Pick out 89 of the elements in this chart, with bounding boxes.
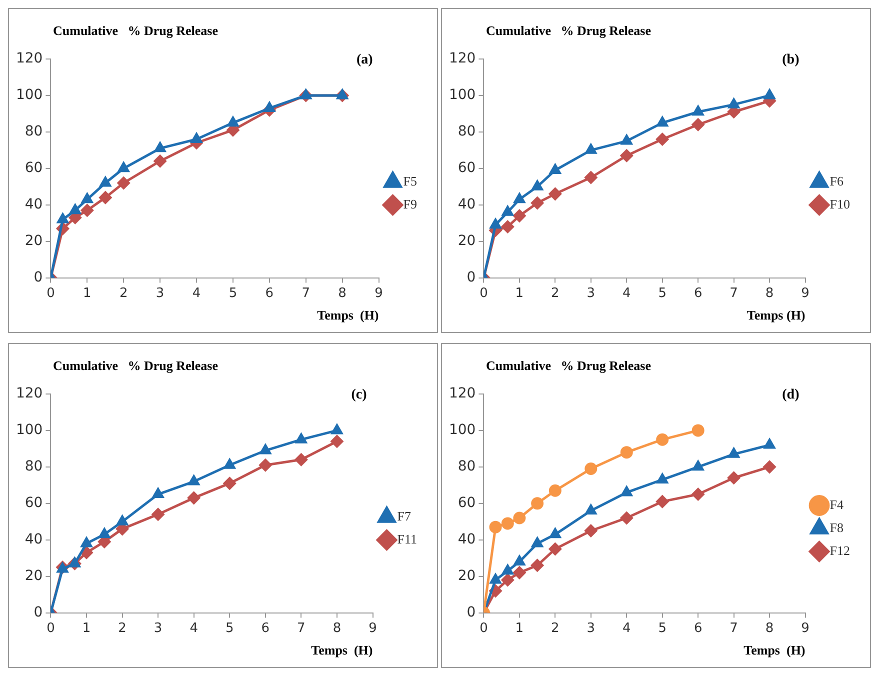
x-tick-label: 0: [46, 620, 55, 636]
y-axis-title: Cumulative % Drug Release: [486, 23, 652, 39]
x-tick-label: 0: [46, 286, 55, 301]
x-tick-label: 0: [480, 286, 488, 301]
x-tick-label: 4: [622, 286, 631, 301]
x-tick-label: 2: [551, 286, 560, 301]
y-tick-label: 20: [458, 568, 476, 584]
legend-label: F5: [403, 173, 418, 188]
y-tick-label: 40: [24, 532, 43, 548]
y-tick-label: 80: [458, 458, 476, 475]
x-tick-label: 8: [765, 286, 774, 301]
y-tick-label: 100: [448, 422, 476, 438]
x-tick-label: 7: [730, 620, 738, 636]
y-tick-label: 100: [16, 422, 43, 438]
x-tick-label: 9: [374, 286, 383, 301]
y-axis-title: Cumulative % Drug Release: [486, 358, 652, 374]
x-tick-label: 7: [302, 286, 310, 301]
y-tick-label: 120: [16, 50, 43, 67]
x-tick-label: 1: [515, 286, 524, 301]
y-tick-label: 80: [458, 124, 476, 140]
x-tick-label: 3: [156, 286, 164, 301]
x-tick-label: 8: [765, 620, 774, 636]
legend-label: F10: [830, 196, 850, 212]
x-tick-label: 9: [801, 620, 810, 636]
y-tick-label: 40: [458, 196, 476, 213]
y-tick-label: 20: [458, 232, 476, 249]
legend-label: F7: [397, 508, 412, 524]
x-tick-label: 9: [801, 286, 810, 301]
x-tick-label: 5: [228, 286, 238, 301]
x-tick-label: 5: [658, 620, 666, 636]
x-tick-label: 6: [694, 620, 702, 636]
y-tick-label: 60: [458, 495, 476, 512]
x-tick-label: 4: [190, 620, 198, 636]
y-tick-label: 20: [24, 232, 43, 249]
x-tick-label: 3: [154, 620, 162, 636]
legend-label: F6: [830, 173, 844, 188]
y-tick-label: 120: [16, 386, 43, 402]
x-tick-label: 5: [225, 620, 234, 636]
y-tick-label: 0: [34, 604, 43, 620]
y-tick-label: 20: [24, 568, 43, 584]
y-tick-label: 40: [458, 532, 476, 548]
y-axis-title: Cumulative % Drug Release: [53, 358, 218, 374]
x-tick-label: 1: [83, 286, 92, 301]
y-tick-label: 100: [16, 87, 43, 104]
x-tick-label: 5: [658, 286, 666, 301]
x-tick-label: 7: [297, 620, 306, 636]
y-tick-label: 60: [458, 160, 476, 176]
x-axis-title: Temps (H): [744, 642, 806, 658]
legend-label: F11: [397, 531, 417, 546]
chart-title: (d): [782, 388, 800, 403]
x-tick-label: 6: [261, 620, 270, 636]
x-tick-label: 2: [551, 620, 560, 636]
x-tick-label: 1: [515, 620, 524, 636]
y-tick-label: 60: [24, 160, 43, 176]
y-tick-label: 80: [24, 458, 43, 475]
x-tick-label: 8: [332, 620, 342, 636]
x-tick-label: 0: [480, 620, 488, 636]
y-tick-label: 0: [466, 604, 476, 620]
x-tick-label: 4: [622, 620, 631, 636]
y-tick-label: 80: [24, 124, 43, 140]
x-tick-label: 7: [730, 286, 738, 301]
legend-label: F12: [830, 542, 850, 558]
legend-label: F4: [830, 496, 844, 512]
x-tick-label: 6: [694, 286, 702, 301]
x-tick-label: 4: [192, 286, 201, 301]
y-axis-title: Cumulative % Drug Release: [53, 23, 218, 39]
legend-label: F9: [403, 196, 418, 212]
x-tick-label: 1: [82, 620, 91, 636]
x-tick-label: 6: [265, 286, 274, 301]
x-axis-title: Temps (H): [317, 308, 379, 323]
x-tick-label: 3: [586, 620, 596, 636]
x-tick-label: 9: [368, 620, 377, 636]
legend-label: F8: [830, 520, 844, 535]
x-tick-label: 8: [338, 286, 346, 301]
chart-title: (a): [356, 52, 374, 68]
y-tick-label: 60: [24, 495, 43, 512]
x-axis-title: Temps (H): [311, 642, 373, 658]
x-tick-label: 3: [586, 286, 596, 301]
y-tick-label: 120: [448, 386, 476, 402]
x-tick-label: 2: [118, 620, 126, 636]
y-tick-label: 0: [34, 269, 43, 286]
x-axis-title: Temps (H): [746, 308, 806, 323]
y-tick-label: 120: [448, 50, 476, 67]
y-tick-label: 40: [24, 196, 43, 213]
x-tick-label: 2: [119, 286, 128, 301]
chart-title: (c): [351, 388, 368, 403]
y-tick-label: 100: [448, 87, 476, 104]
y-tick-label: 0: [466, 269, 476, 286]
chart-title: (b): [782, 52, 800, 68]
